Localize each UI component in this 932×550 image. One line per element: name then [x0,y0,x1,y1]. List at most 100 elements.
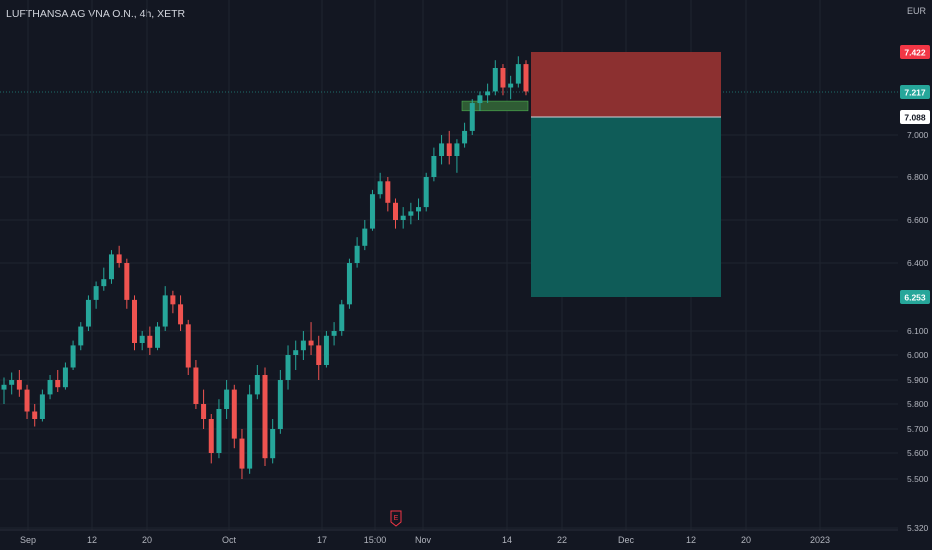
candle-body [400,215,406,220]
candle-body [408,211,414,216]
candle-body [508,83,514,88]
candle-body [201,404,207,419]
x-tick-label: Oct [222,535,237,545]
candle-body [239,438,245,469]
candle-body [523,64,529,92]
candle-body [16,380,22,390]
candle-body [270,429,276,459]
x-tick-label: 15:00 [364,535,387,545]
y-tick-label: 6.800 [907,172,929,182]
y-tick-label: 5.500 [907,474,929,484]
entry-price-label-bg [900,110,930,124]
candle-body [32,411,38,419]
x-tick-label: Nov [415,535,432,545]
currency-label: EUR [907,6,927,16]
candle-body [39,394,45,419]
symbol-title: LUFTHANSA AG VNA O.N., 4h, XETR [6,8,186,20]
candle-body [247,394,253,469]
candle-body [300,340,306,351]
target-price-label: 6.253 [904,293,926,303]
x-tick-label: 14 [502,535,512,545]
x-tick-label: 12 [87,535,97,545]
candle-body [108,254,114,280]
last-price-label-bg [900,85,930,99]
candle-body [293,350,299,355]
candle-body [9,380,15,385]
candle-body [216,409,222,453]
candle-body [339,304,345,331]
candle-body [477,95,483,104]
candle-body [193,367,199,404]
y-tick-label: 5.900 [907,375,929,385]
candle-body [431,156,437,177]
candle-body [377,181,383,195]
candle-body [500,68,506,88]
candle-body [369,194,375,229]
candle-body [70,345,76,368]
candle-body [93,286,99,300]
grid [0,0,898,530]
candle-body [446,143,452,156]
candle-body [469,103,475,131]
candle-body [308,340,314,346]
candle-body [47,380,53,395]
stop-price-label-bg [900,45,930,59]
candle-body [147,335,153,348]
candle-body [208,419,214,453]
stop-price-label: 7.422 [904,48,926,58]
candle-body [485,91,491,96]
candle-body [185,324,191,368]
candle-body [439,143,445,156]
candle-body [262,375,268,459]
take-profit-zone [531,117,721,297]
candle-body [124,263,130,300]
y-tick-label: 5.800 [907,399,929,409]
y-tick-label: 5.320 [907,523,929,533]
candle-body [116,254,122,263]
x-tick-label: 22 [557,535,567,545]
candle-body [55,380,61,388]
candle-body [354,245,360,263]
last-price-label: 7.217 [904,88,926,98]
target-price-label-bg [900,290,930,304]
stop-loss-zone [531,52,721,117]
y-tick-label: 6.400 [907,258,929,268]
candle-body [462,130,468,144]
candle-body [492,68,498,92]
candle-body [155,326,161,348]
candle-body [423,177,429,208]
candle-body [277,380,283,429]
x-tick-label: Sep [20,535,36,545]
position-zones[interactable] [461,52,721,297]
entry-price-label: 7.088 [904,113,926,123]
y-tick-label: 6.600 [907,215,929,225]
x-axis: Sep 12 20 Oct 17 15:00 Nov 14 22 Dec 12 20 2023 E [0,510,898,545]
candle-body [285,355,291,380]
earnings-marker-label: E [394,515,399,522]
candle-body [62,367,68,388]
candle-body [385,181,391,203]
candle-body [178,304,184,325]
y-tick-label: 7.000 [907,130,929,140]
candle-body [224,389,230,409]
candle-body [454,143,460,156]
candle-body [24,389,30,412]
y-tick-label: 5.600 [907,448,929,458]
x-tick-label: 20 [142,535,152,545]
candle-body [316,345,322,365]
y-tick-label: 6.100 [907,326,929,336]
entry-zone-box [461,100,529,112]
candle-body [170,295,176,305]
candle-body [231,389,237,439]
candle-body [78,326,84,346]
candle-body [331,331,337,336]
x-tick-label: 2023 [810,535,830,545]
x-tick-label: 17 [317,535,327,545]
candle-body [416,207,422,212]
candle-body [101,279,107,287]
earnings-marker [390,510,402,527]
candle-body [346,263,352,305]
candle-body [1,384,7,390]
candle-body [515,64,521,84]
